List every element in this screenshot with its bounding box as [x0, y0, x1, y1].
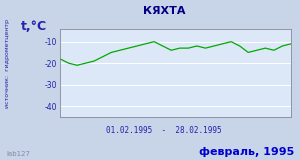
- Text: 01.02.1995  -  28.02.1995: 01.02.1995 - 28.02.1995: [106, 126, 222, 135]
- Text: lab127: lab127: [6, 151, 30, 157]
- Text: t,°C: t,°C: [21, 20, 47, 33]
- Text: источник:  гидрометцентр: источник: гидрометцентр: [5, 20, 10, 108]
- Text: февраль, 1995: февраль, 1995: [199, 147, 294, 157]
- Text: КЯХТА: КЯХТА: [143, 6, 185, 16]
